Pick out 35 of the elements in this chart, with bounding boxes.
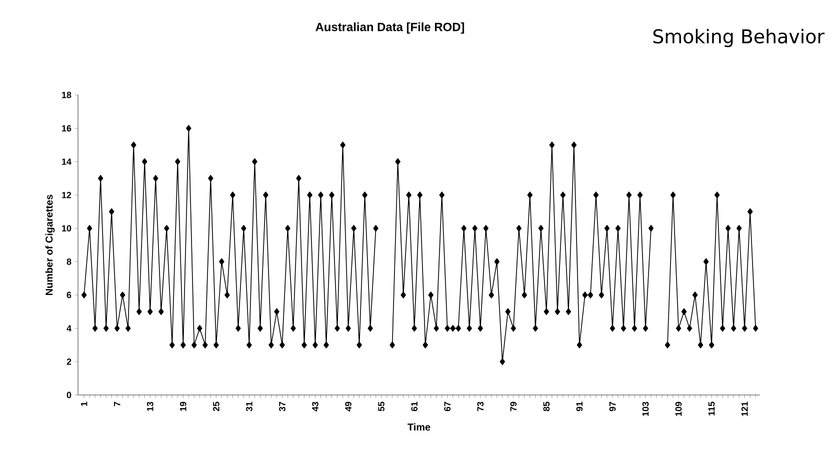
x-tick-label: 73 [477, 402, 484, 412]
x-tick-label: 85 [543, 402, 550, 412]
x-tick-label: 1 [80, 402, 88, 406]
y-tick-label: 18 [62, 92, 72, 98]
x-tick-label: 103 [642, 402, 649, 416]
y-tick-label: 4 [66, 325, 72, 332]
x-tick-label: 49 [345, 402, 352, 412]
x-tick-label: 79 [510, 402, 517, 412]
y-tick-label: 12 [62, 192, 72, 198]
x-tick-label: 31 [246, 402, 252, 412]
x-tick-label: 25 [212, 402, 220, 412]
y-tick-label: 2 [66, 358, 72, 365]
y-tick-label: 14 [62, 158, 72, 165]
x-tick-label: 97 [609, 402, 616, 412]
x-tick-label: 37 [279, 402, 286, 412]
x-tick-label: 7 [114, 402, 120, 406]
y-axis-title: Number of Cigarettes [45, 194, 55, 295]
x-tick-label: 43 [312, 402, 318, 412]
x-tick-label: 19 [180, 402, 186, 411]
x-axis-title: Time [408, 423, 430, 431]
chart-title: Australian Data [File ROD] [316, 22, 464, 34]
y-tick-label: 16 [62, 125, 72, 132]
x-tick-label: 13 [146, 402, 154, 411]
x-tick-label: 67 [444, 402, 451, 412]
chart-subtitle: Smoking Behavior [653, 28, 824, 48]
x-tick-label: 55 [378, 402, 384, 412]
x-tick-label: 115 [708, 402, 715, 416]
x-tick-label: 121 [741, 402, 748, 416]
x-tick-label: 91 [576, 402, 583, 412]
y-tick-label: 6 [66, 292, 72, 298]
y-tick-label: 10 [62, 225, 72, 232]
y-tick-label: 0 [66, 392, 72, 398]
y-tick-label: 8 [66, 258, 72, 265]
x-tick-label: 61 [411, 402, 418, 412]
x-tick-label: 109 [675, 402, 682, 416]
